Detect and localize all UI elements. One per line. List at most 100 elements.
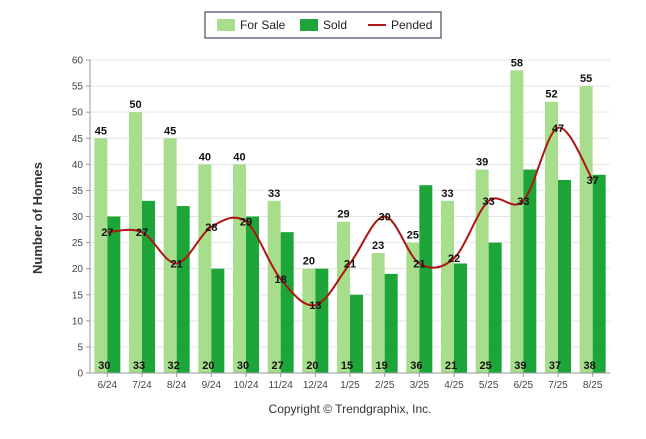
bar-sold xyxy=(176,206,190,373)
data-label-for-sale: 39 xyxy=(476,157,488,169)
bar-for-sale xyxy=(475,169,489,373)
data-label-sold: 27 xyxy=(272,360,284,372)
bar-sold xyxy=(592,174,606,373)
data-label-sold: 30 xyxy=(98,360,110,372)
x-tick-label: 11/24 xyxy=(269,380,294,391)
data-label-sold: 20 xyxy=(306,360,318,372)
legend-swatch-sold xyxy=(300,19,318,31)
y-tick-label: 0 xyxy=(77,369,83,380)
data-label-pended: 13 xyxy=(309,300,321,312)
data-label-sold: 19 xyxy=(376,360,388,372)
data-label-for-sale: 45 xyxy=(95,125,107,137)
pended-series-line xyxy=(107,126,594,307)
x-tick-label: 10/24 xyxy=(233,380,258,391)
bar-for-sale xyxy=(337,221,350,373)
data-label-for-sale: 45 xyxy=(164,125,176,137)
y-tick-label: 50 xyxy=(72,108,84,119)
data-label-for-sale: 55 xyxy=(580,73,592,85)
y-tick-label: 25 xyxy=(72,238,84,249)
data-label-for-sale: 33 xyxy=(441,188,453,200)
axes: 0 5 10 15 20 25 30 35 40 45 50 55 60 6/24 7/24 8/24 9/24… xyxy=(72,56,610,391)
y-tick-label: 20 xyxy=(72,264,84,275)
bar-sold xyxy=(315,268,329,373)
data-label-pended: 21 xyxy=(413,258,425,270)
x-tick-label: 9/24 xyxy=(202,380,222,391)
bar-for-sale xyxy=(371,253,385,373)
data-label-sold: 25 xyxy=(480,360,492,372)
x-tick-label: 6/25 xyxy=(514,380,534,391)
data-label-for-sale: 33 xyxy=(268,188,280,200)
bar-for-sale xyxy=(406,242,420,373)
x-tick-label: 1/25 xyxy=(340,380,360,391)
data-label-for-sale: 58 xyxy=(511,57,523,69)
legend-label-sold[interactable]: Sold xyxy=(323,18,347,32)
data-label-sold: 20 xyxy=(202,360,214,372)
data-label-pended: 21 xyxy=(171,258,183,270)
data-label-for-sale: 40 xyxy=(199,151,211,163)
data-label-sold: 38 xyxy=(584,360,596,372)
bar-sold xyxy=(523,169,537,373)
data-label-for-sale: 52 xyxy=(545,89,557,101)
bar-for-sale xyxy=(510,70,524,373)
data-label-for-sale: 23 xyxy=(372,240,384,252)
data-label-for-sale: 29 xyxy=(337,209,349,221)
bar-for-sale xyxy=(579,86,593,373)
data-label-pended: 29 xyxy=(240,217,252,229)
bar-for-sale xyxy=(129,112,142,374)
y-tick-label: 30 xyxy=(72,212,84,223)
x-tick-label: 8/24 xyxy=(167,380,187,391)
bar-for-sale xyxy=(441,200,454,373)
bar-sold xyxy=(211,268,225,373)
bar-sold xyxy=(558,179,571,373)
data-label-for-sale: 20 xyxy=(303,256,315,268)
data-label-pended: 27 xyxy=(136,227,148,239)
data-label-sold: 36 xyxy=(410,360,422,372)
y-tick-label: 35 xyxy=(72,186,84,197)
data-label-for-sale: 25 xyxy=(407,230,419,242)
y-tick-label: 55 xyxy=(72,82,84,93)
data-label-sold: 21 xyxy=(445,360,457,372)
data-label-pended: 18 xyxy=(275,274,287,286)
x-tick-label: 7/25 xyxy=(548,380,568,391)
data-label-pended: 33 xyxy=(517,196,529,208)
bar-for-sale xyxy=(163,138,177,373)
bar-for-sale xyxy=(198,164,212,373)
data-label-pended: 37 xyxy=(587,175,599,187)
bar-sold xyxy=(107,216,121,373)
data-label-for-sale: 50 xyxy=(129,99,141,111)
data-label-pended: 22 xyxy=(448,253,460,265)
y-axis-label: Number of Homes xyxy=(30,162,45,274)
bar-sold xyxy=(384,273,398,373)
copyright-credit: Copyright © Trendgraphix, Inc. xyxy=(269,402,432,416)
y-tick-label: 40 xyxy=(72,160,84,171)
data-label-sold: 32 xyxy=(168,360,180,372)
data-label-pended: 27 xyxy=(101,227,113,239)
x-tick-label: 2/25 xyxy=(375,380,395,391)
bar-for-sale xyxy=(233,164,246,373)
data-label-pended: 28 xyxy=(205,222,217,234)
data-label-pended: 47 xyxy=(552,123,564,135)
data-label-sold: 15 xyxy=(341,360,353,372)
legend: For Sale Sold Pended xyxy=(204,11,442,39)
data-label-sold: 33 xyxy=(133,360,145,372)
legend-label-for-sale[interactable]: For Sale xyxy=(240,18,286,32)
legend-box xyxy=(204,11,442,39)
data-label-pended: 33 xyxy=(483,196,495,208)
data-label-sold: 30 xyxy=(237,360,249,372)
bar-sold xyxy=(142,200,155,373)
y-tick-label: 60 xyxy=(72,56,84,67)
bar-sold xyxy=(246,216,259,373)
x-tick-label: 3/25 xyxy=(410,380,430,391)
x-tick-label: 5/25 xyxy=(479,380,499,391)
bars xyxy=(94,70,606,374)
bar-sold xyxy=(419,185,433,373)
legend-label-pended[interactable]: Pended xyxy=(391,18,432,32)
x-tick-label: 7/24 xyxy=(132,380,152,391)
data-labels: 45 30 27 50 33 27 45 32 21 40 20 28 40 30 29 33 27 18 20 20… xyxy=(95,57,599,372)
data-label-sold: 39 xyxy=(514,360,526,372)
bar-sold xyxy=(280,232,294,373)
data-label-sold: 37 xyxy=(549,360,561,372)
x-tick-label: 4/25 xyxy=(444,380,464,391)
